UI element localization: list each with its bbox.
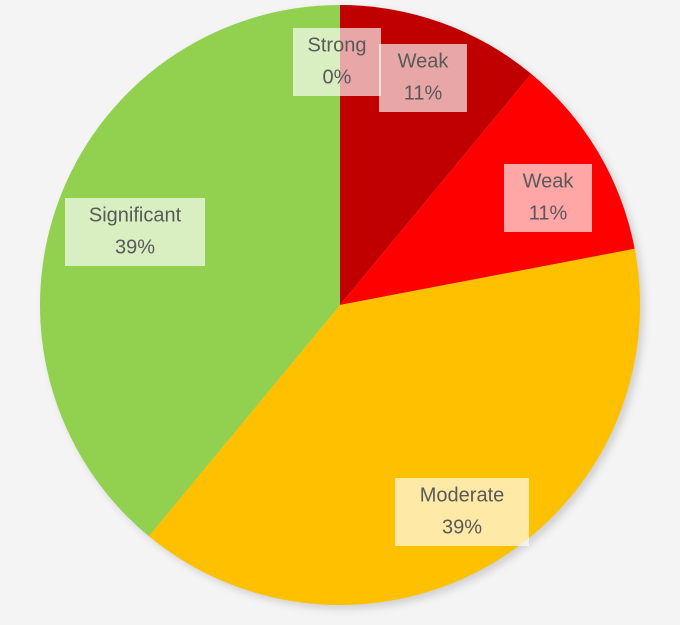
label-category: Significant: [89, 204, 182, 226]
label-box: [395, 478, 529, 546]
data-label: Strong 0%: [293, 28, 381, 96]
label-box: [504, 164, 592, 232]
data-label: Weak 11%: [379, 44, 467, 112]
label-value: 0%: [323, 66, 352, 88]
label-category: Moderate: [420, 484, 505, 506]
label-box: [65, 198, 205, 266]
label-value: 39%: [115, 236, 155, 258]
label-value: 39%: [442, 516, 482, 538]
label-box: [379, 44, 467, 112]
label-value: 11%: [529, 202, 568, 224]
label-box: [293, 28, 381, 96]
data-label: Moderate 39%: [395, 478, 529, 546]
label-category: Weak: [398, 50, 450, 72]
label-value: 11%: [404, 82, 443, 104]
data-label: Weak 11%: [504, 164, 592, 232]
label-category: Strong: [308, 34, 367, 56]
pie-slice: [39, 5, 341, 537]
data-label: Significant 39%: [65, 198, 205, 266]
label-category: Weak: [523, 170, 575, 192]
pie-slice: [340, 73, 635, 305]
